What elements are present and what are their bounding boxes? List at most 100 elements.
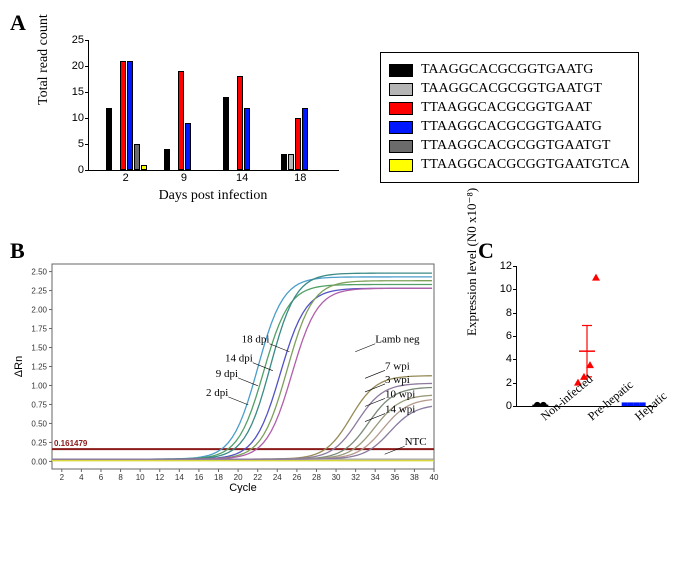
- scatter-chart: Expression level (N0 x10⁻⁸) 024681012Non…: [474, 266, 669, 486]
- y-axis-label: Expression level (N0 x10⁻⁸): [464, 188, 480, 336]
- x-tick: 4: [79, 473, 84, 482]
- x-tick: 14: [236, 172, 248, 184]
- panel-bc-row: B 2468101214161820222426283032343638400.…: [10, 238, 675, 498]
- annotation-text: 18 dpi: [242, 334, 270, 346]
- legend-swatch: [389, 64, 413, 77]
- bar: [244, 108, 250, 170]
- legend-label: TAAGGCACGCGGTGAATGT: [421, 81, 602, 97]
- x-tick: 8: [118, 473, 123, 482]
- x-tick: 26: [292, 473, 301, 482]
- legend-item: TAAGGCACGCGGTGAATGT: [389, 81, 630, 97]
- y-tick: 0.25: [31, 438, 47, 447]
- x-tick: Pre-hepatic: [585, 410, 598, 424]
- y-tick: 0.00: [31, 457, 47, 466]
- legend-label: TTAAGGCACGCGGTGAATGT: [421, 138, 610, 154]
- bar: [120, 61, 126, 170]
- annotation-leader: [365, 370, 385, 378]
- bar: [141, 165, 147, 170]
- bar: [288, 154, 294, 170]
- x-tick: 9: [181, 172, 187, 184]
- amplification-curve: [52, 288, 432, 459]
- y-tick: 0.75: [31, 400, 47, 409]
- annotation-leader: [355, 344, 375, 352]
- x-tick: 6: [99, 473, 104, 482]
- legend-item: TTAAGGCACGCGGTGAAT: [389, 100, 630, 116]
- bar: [302, 108, 308, 170]
- x-tick: 16: [194, 473, 203, 482]
- annotation-leader: [228, 397, 248, 405]
- x-tick: 34: [371, 473, 380, 482]
- amplification-plot: 2468101214161820222426283032343638400.00…: [10, 238, 442, 493]
- plot-area: [88, 40, 339, 171]
- panel-a: A Total read count Days post infection 0…: [10, 10, 675, 220]
- y-tick: 1.00: [31, 381, 47, 390]
- threshold-label: 0.161479: [54, 439, 88, 448]
- figure-root: A Total read count Days post infection 0…: [10, 10, 675, 498]
- annotation-text: 10 wpi: [385, 388, 415, 400]
- y-tick: 4: [492, 353, 512, 365]
- bar: [134, 144, 140, 170]
- y-tick: 20: [60, 60, 84, 72]
- legend-swatch: [389, 159, 413, 172]
- annotation-leader: [365, 384, 385, 392]
- annotation-leader: [269, 344, 289, 352]
- panel-a-chart-area: A Total read count Days post infection 0…: [10, 10, 370, 220]
- legend-label: TTAAGGCACGCGGTGAATGTCA: [421, 157, 630, 173]
- y-tick: 1.25: [31, 363, 47, 372]
- bar: [185, 123, 191, 170]
- y-tick: 5: [60, 138, 84, 150]
- y-tick: 2.25: [31, 287, 47, 296]
- bar: [237, 76, 243, 170]
- panel-b: B 2468101214161820222426283032343638400.…: [10, 238, 442, 498]
- bar: [127, 61, 133, 170]
- amplification-curve: [52, 383, 432, 459]
- annotation-text: 2 dpi: [206, 387, 228, 399]
- plot-border: [52, 264, 434, 469]
- x-tick: 18: [294, 172, 306, 184]
- bar: [178, 71, 184, 170]
- y-tick: 1.50: [31, 344, 47, 353]
- y-tick: 25: [60, 34, 84, 46]
- x-tick: 2: [60, 473, 65, 482]
- annotation-text: 14 dpi: [225, 353, 253, 365]
- y-axis-label: ΔRn: [13, 356, 25, 377]
- x-tick: Hepatic: [632, 410, 645, 424]
- annotation-text: 9 dpi: [216, 368, 238, 380]
- x-tick: 38: [410, 473, 419, 482]
- annotation-text: 3 wpi: [385, 374, 410, 386]
- annotation-leader: [385, 446, 405, 454]
- x-tick: 10: [136, 473, 145, 482]
- y-tick: 8: [492, 307, 512, 319]
- y-axis-label: Total read count: [36, 14, 52, 105]
- y-tick: 10: [60, 112, 84, 124]
- bar: [106, 108, 112, 170]
- x-tick: 24: [273, 473, 282, 482]
- y-tick: 1.75: [31, 325, 47, 334]
- panel-b-label: B: [10, 238, 25, 264]
- legend-label: TTAAGGCACGCGGTGAAT: [421, 100, 592, 116]
- data-point: [592, 274, 600, 281]
- x-tick: 20: [234, 473, 243, 482]
- x-tick: 28: [312, 473, 321, 482]
- y-tick: 2.50: [31, 268, 47, 277]
- x-tick: 30: [332, 473, 341, 482]
- y-tick: 2: [492, 377, 512, 389]
- x-tick: 2: [123, 172, 129, 184]
- y-tick: 15: [60, 86, 84, 98]
- panel-a-label: A: [10, 10, 26, 36]
- x-axis-label: Cycle: [229, 482, 257, 493]
- legend-item: TTAAGGCACGCGGTGAATG: [389, 119, 630, 135]
- x-tick: 12: [155, 473, 164, 482]
- x-tick: 14: [175, 473, 184, 482]
- amplification-curve: [52, 285, 432, 460]
- x-axis-label: Days post infection: [88, 188, 338, 204]
- legend-swatch: [389, 83, 413, 96]
- annotation-text: 7 wpi: [385, 360, 410, 372]
- x-tick: 32: [351, 473, 360, 482]
- annotation-text: 14 wpi: [385, 404, 415, 416]
- x-tick: 40: [430, 473, 439, 482]
- legend-swatch: [389, 140, 413, 153]
- legend-item: TAAGGCACGCGGTGAATG: [389, 62, 630, 78]
- y-tick: 10: [492, 283, 512, 295]
- y-tick: 6: [492, 330, 512, 342]
